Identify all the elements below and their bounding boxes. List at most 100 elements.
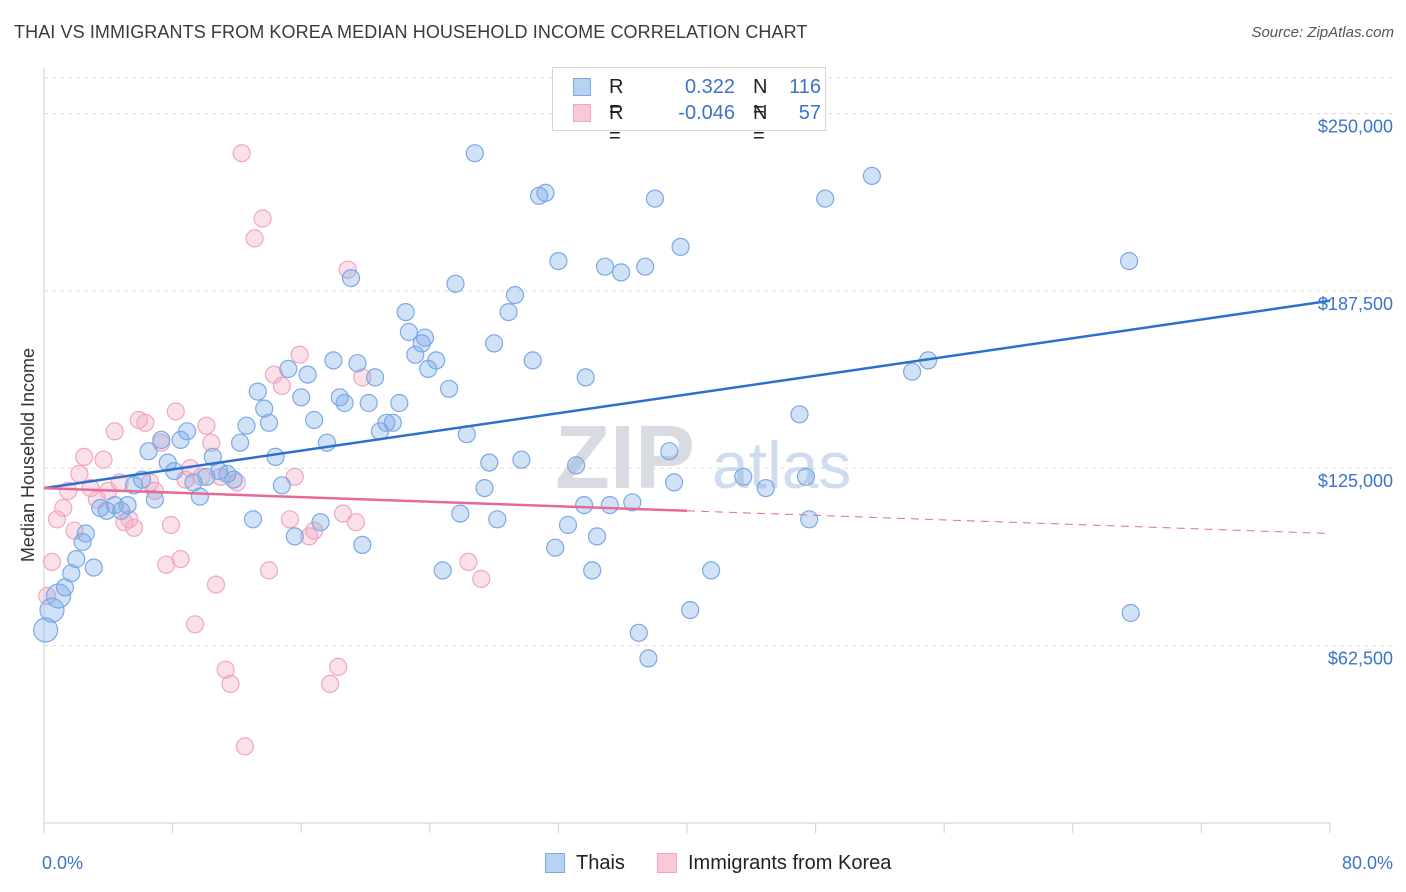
thai-point xyxy=(152,430,171,449)
thai-point xyxy=(465,144,484,163)
thai-point xyxy=(248,382,267,401)
x-tick-labels: 0.0% 80.0% xyxy=(42,853,1393,873)
thai-point xyxy=(76,524,95,543)
thai-point xyxy=(446,274,465,293)
thai-point xyxy=(292,388,311,407)
y-axis-label: Median Household Income xyxy=(18,348,38,562)
axes xyxy=(43,68,1331,833)
thai-point xyxy=(237,416,256,435)
korea-point xyxy=(235,737,254,756)
thai-point xyxy=(660,442,679,461)
thai-point xyxy=(512,450,531,469)
legend-n-label: N = xyxy=(753,76,768,121)
korea-point xyxy=(136,413,155,432)
korea-point xyxy=(115,513,134,532)
korea-point xyxy=(47,510,67,529)
thai-point xyxy=(756,479,775,498)
korea-point xyxy=(245,229,264,248)
korea-point xyxy=(94,450,113,469)
thai-point xyxy=(259,413,279,432)
thai-point xyxy=(305,410,324,430)
korea-point xyxy=(259,561,279,580)
thai-point xyxy=(39,597,65,623)
thai-point xyxy=(451,504,470,523)
thai-point xyxy=(583,561,602,580)
thai-point xyxy=(536,183,555,202)
thai-point xyxy=(348,354,367,373)
chart-title: THAI VS IMMIGRANTS FROM KOREA MEDIAN HOU… xyxy=(14,22,808,42)
thai-point xyxy=(272,476,291,495)
thai-point xyxy=(285,527,304,546)
thai-point xyxy=(595,257,615,276)
korea-point xyxy=(346,513,365,532)
thai-point xyxy=(190,487,209,506)
korea-point xyxy=(232,144,251,163)
thai-point xyxy=(499,303,518,322)
thai-point xyxy=(636,257,655,276)
thai-point xyxy=(311,513,330,532)
thai-point xyxy=(671,237,690,256)
thai-point xyxy=(231,433,250,452)
series-swatch-thais xyxy=(545,853,565,873)
thai-point xyxy=(440,379,459,398)
thai-point xyxy=(523,351,542,370)
thai-point xyxy=(224,470,243,489)
trend-lines xyxy=(43,299,1331,535)
y-tick-label: $62,500 xyxy=(1328,649,1393,669)
thai-point xyxy=(587,527,607,546)
thai-point xyxy=(406,345,425,364)
korea-point xyxy=(459,552,478,572)
thai-point xyxy=(558,515,578,535)
thai-point xyxy=(353,535,372,555)
korea-point xyxy=(221,674,240,694)
korea-point xyxy=(171,549,190,569)
thai-point xyxy=(1121,603,1140,623)
thai-point xyxy=(488,510,507,529)
thai-point xyxy=(266,447,285,466)
korea-point xyxy=(280,510,299,529)
watermark-atlas: atlas xyxy=(712,428,851,502)
thai-point xyxy=(639,649,658,668)
y-tick-label: $187,500 xyxy=(1318,294,1393,314)
thai-point xyxy=(701,561,721,580)
y-tick-label: $125,000 xyxy=(1318,471,1393,491)
thai-point xyxy=(576,368,595,387)
korea-point xyxy=(206,575,226,594)
chart-source: Source: ZipAtlas.com xyxy=(1251,24,1394,41)
thai-point xyxy=(800,510,819,529)
korea-point xyxy=(166,402,185,421)
korea-point xyxy=(186,615,205,634)
thai-point xyxy=(816,189,835,208)
thai-point xyxy=(862,166,882,185)
thai-point xyxy=(243,510,263,529)
korea-point xyxy=(253,209,272,228)
series-swatch-korea xyxy=(657,853,677,873)
legend-swatch-korea xyxy=(573,104,591,122)
thai-point xyxy=(681,600,700,620)
korea-point xyxy=(202,433,221,452)
thai-point xyxy=(396,303,415,322)
thai-point xyxy=(178,422,197,441)
thai-point xyxy=(279,359,298,378)
korea-point xyxy=(285,467,304,486)
thai-point xyxy=(415,328,435,347)
korea-point xyxy=(58,481,78,500)
thai-point xyxy=(427,351,446,370)
korea-point xyxy=(70,464,89,483)
thai-point xyxy=(611,263,631,282)
thai-point xyxy=(377,413,396,432)
thai-points xyxy=(32,144,1140,668)
thai-point xyxy=(84,558,103,577)
korea-point xyxy=(333,504,353,523)
series-label-thais: Thais xyxy=(576,852,625,874)
thai-point xyxy=(629,623,648,642)
grid-lines xyxy=(44,77,1394,647)
legend-r-label: R = xyxy=(609,76,624,121)
x-tick-label-min: 0.0% xyxy=(42,853,83,873)
correlation-legend: R = 0.322 N = 116 R = -0.046 N = 57 xyxy=(552,67,826,147)
series-legend: Thais Immigrants from Korea xyxy=(0,852,1406,878)
korea-point xyxy=(161,515,181,535)
korea-point xyxy=(124,518,144,537)
thai-point xyxy=(32,617,59,643)
legend-r-value-thais: 0.322 xyxy=(684,76,735,98)
